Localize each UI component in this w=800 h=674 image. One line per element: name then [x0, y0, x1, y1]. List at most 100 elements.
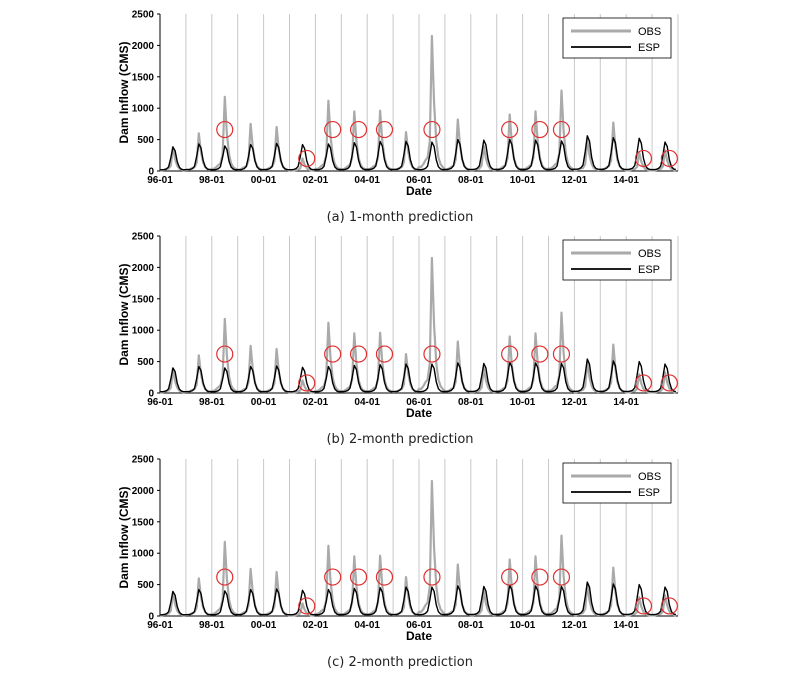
highlight-circle — [216, 568, 234, 586]
legend-label-esp: ESP — [638, 264, 660, 276]
x-tick-label: 10-01 — [510, 397, 536, 408]
x-tick-label: 96-01 — [147, 620, 173, 631]
highlight-circle — [660, 374, 678, 392]
x-tick-label: 12-01 — [562, 620, 588, 631]
y-tick-label: 1500 — [132, 294, 155, 305]
highlight-circle — [501, 120, 519, 139]
highlight-circle — [349, 120, 368, 139]
y-tick-label: 0 — [148, 167, 154, 178]
x-tick-label: 96-01 — [147, 175, 173, 186]
x-tick-label: 02-01 — [303, 620, 329, 631]
chart-caption: (b) 2-month prediction — [326, 432, 473, 447]
highlight-circle — [552, 345, 571, 363]
highlight-circle — [423, 345, 441, 363]
x-tick-label: 02-01 — [303, 397, 329, 408]
chart-caption: (c) 2-month prediction — [327, 655, 473, 670]
x-tick-label: 00-01 — [251, 175, 277, 186]
y-tick-label: 1000 — [132, 104, 155, 115]
series-line-esp — [160, 358, 676, 393]
x-tick-label: 10-01 — [510, 175, 536, 186]
legend-box — [562, 239, 672, 281]
x-tick-label: 98-01 — [199, 620, 225, 631]
y-tick-label: 2500 — [132, 455, 155, 466]
highlight-circle — [634, 149, 653, 168]
y-tick-label: 0 — [148, 389, 154, 400]
highlight-circle — [375, 568, 394, 586]
y-tick-label: 500 — [137, 580, 154, 591]
x-tick-label: 06-01 — [406, 620, 432, 631]
x-tick-label: 04-01 — [354, 175, 380, 186]
y-tick-label: 0 — [148, 612, 154, 623]
legend-box — [562, 462, 672, 504]
x-tick-label: 00-01 — [251, 620, 277, 631]
highlight-circle — [324, 568, 342, 586]
y-tick-label: 2000 — [132, 263, 155, 274]
y-tick-label: 2500 — [132, 10, 155, 21]
legend-label-obs: OBS — [638, 26, 661, 38]
y-tick-label: 2500 — [132, 232, 155, 243]
y-axis-title: Dam Inflow (CMS) — [117, 264, 131, 366]
series-line-esp — [160, 135, 676, 171]
x-tick-label: 04-01 — [354, 620, 380, 631]
highlight-circle — [660, 597, 678, 615]
chart-panel-1: 0 500 1000 1500 2000 2500 96-01 98-01 00-01 02-01… — [117, 10, 679, 225]
highlight-circle — [660, 149, 678, 168]
highlight-circle — [531, 345, 549, 363]
highlight-circle — [501, 345, 519, 363]
highlight-circle — [216, 120, 234, 139]
highlight-circle — [349, 345, 368, 363]
x-tick-label: 96-01 — [147, 397, 173, 408]
chart-panel-3: 0 500 1000 1500 2000 2500 96-01 98-01 00-01 02-01… — [117, 455, 679, 670]
y-tick-label: 1000 — [132, 326, 155, 337]
y-tick-label: 2000 — [132, 41, 155, 52]
highlight-circle — [324, 120, 342, 139]
highlight-circle — [375, 120, 394, 139]
x-axis-title: Date — [406, 406, 432, 420]
legend-label-obs: OBS — [638, 248, 661, 260]
x-tick-label: 08-01 — [458, 397, 484, 408]
x-tick-label: 08-01 — [458, 175, 484, 186]
series-line-esp — [160, 581, 676, 616]
highlight-circle — [531, 568, 549, 586]
y-tick-label: 500 — [137, 135, 154, 146]
highlight-circle — [324, 345, 342, 363]
x-tick-label: 06-01 — [406, 175, 432, 186]
highlight-circle — [423, 120, 441, 139]
legend-label-esp: ESP — [638, 42, 660, 54]
x-tick-label: 10-01 — [510, 620, 536, 631]
x-axis-title: Date — [406, 184, 432, 198]
highlight-circle — [349, 568, 368, 586]
y-tick-label: 1500 — [132, 72, 155, 83]
highlight-circle — [531, 120, 549, 139]
x-tick-label: 14-01 — [613, 620, 639, 631]
x-tick-label: 04-01 — [354, 397, 380, 408]
y-tick-label: 2000 — [132, 486, 155, 497]
legend-label-obs: OBS — [638, 471, 661, 483]
y-tick-label: 1500 — [132, 517, 155, 528]
y-axis-title: Dam Inflow (CMS) — [117, 487, 131, 589]
highlight-circle — [298, 597, 316, 615]
chart-caption: (a) 1-month prediction — [327, 210, 474, 225]
x-tick-label: 06-01 — [406, 397, 432, 408]
x-tick-label: 00-01 — [251, 397, 277, 408]
legend-box — [562, 17, 672, 59]
x-axis-title: Date — [406, 629, 432, 643]
y-tick-label: 500 — [137, 357, 154, 368]
chart-panel-2: 0 500 1000 1500 2000 2500 96-01 98-01 00-01 02-01… — [117, 232, 679, 447]
highlight-circle — [298, 149, 316, 168]
highlight-circle — [552, 120, 571, 139]
x-tick-label: 14-01 — [613, 397, 639, 408]
highlight-circle — [552, 568, 571, 586]
x-tick-label: 12-01 — [562, 397, 588, 408]
y-axis-title: Dam Inflow (CMS) — [117, 42, 131, 144]
highlight-circle — [216, 345, 234, 363]
highlight-circle — [375, 345, 394, 363]
legend-label-esp: ESP — [638, 487, 660, 499]
x-tick-label: 98-01 — [199, 175, 225, 186]
highlight-circle — [634, 374, 653, 392]
x-tick-label: 12-01 — [562, 175, 588, 186]
highlight-circle — [298, 374, 316, 392]
highlight-circle — [501, 568, 519, 586]
x-tick-label: 14-01 — [613, 175, 639, 186]
